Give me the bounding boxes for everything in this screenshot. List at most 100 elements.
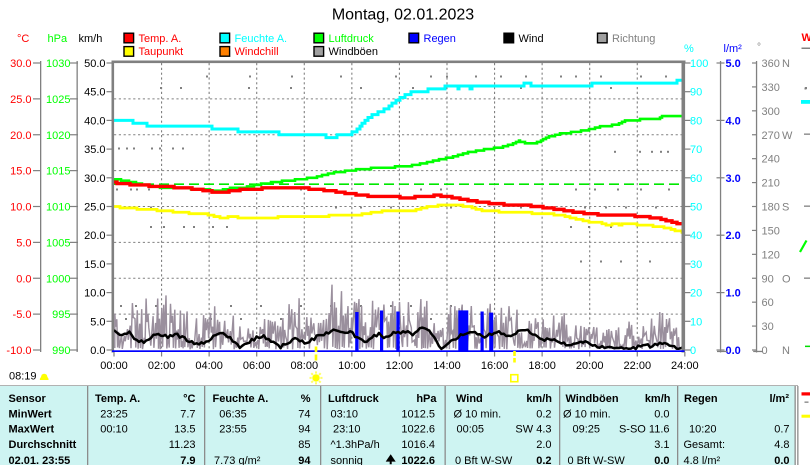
svg-text:30: 30 [690,259,702,271]
svg-text:1022.6: 1022.6 [401,455,435,465]
svg-text:5.0: 5.0 [90,316,105,328]
svg-text:Ø 10 min.: Ø 10 min. [563,408,611,420]
svg-text:1015: 1015 [46,166,70,178]
svg-text:94: 94 [298,424,310,436]
svg-text:7.7: 7.7 [180,408,195,420]
svg-text:00:05: 00:05 [457,424,485,436]
svg-text:4.8: 4.8 [774,439,789,451]
svg-text:14:00: 14:00 [433,360,461,372]
svg-text:Ø 10 min.: Ø 10 min. [454,408,502,420]
svg-text:Luftdruck: Luftdruck [328,393,380,405]
svg-text:O: O [782,273,791,285]
svg-text:Wind: Wind [456,393,483,405]
svg-text:hPa: hPa [48,33,68,45]
svg-text:0 Bft W-SW: 0 Bft W-SW [568,455,626,465]
svg-text:80: 80 [690,115,702,127]
svg-text:4.8 l/m²: 4.8 l/m² [684,455,721,465]
svg-text:06:00: 06:00 [243,360,271,372]
svg-text:Temp. A.: Temp. A. [139,33,182,45]
svg-text:0.0: 0.0 [654,408,669,420]
svg-text:25.0: 25.0 [84,202,105,214]
svg-text:Durchschnitt: Durchschnitt [9,439,77,451]
svg-text:5.0: 5.0 [16,237,31,249]
svg-text:1.0: 1.0 [726,288,741,300]
svg-text:1025: 1025 [46,94,70,106]
svg-text:4.0: 4.0 [726,115,741,127]
svg-text:km/h: km/h [526,393,552,405]
svg-text:30.0: 30.0 [84,173,105,185]
svg-text:Sensor: Sensor [9,393,47,405]
svg-text:270: 270 [762,130,780,142]
svg-text:0.2: 0.2 [536,408,551,420]
svg-text:Wind: Wind [519,33,544,45]
svg-text:0.0: 0.0 [774,455,789,465]
svg-text:0.0: 0.0 [654,455,669,465]
svg-text:W: W [802,32,810,44]
svg-text:23:25: 23:25 [100,408,128,420]
svg-text:150: 150 [762,225,780,237]
svg-text:60: 60 [690,173,702,185]
svg-text:7.9: 7.9 [180,455,195,465]
svg-text:Taupunkt: Taupunkt [139,46,184,58]
svg-text:360: 360 [762,58,780,70]
svg-text:Feuchte A.: Feuchte A. [213,393,269,405]
svg-text:Richtung: Richtung [612,33,655,45]
svg-text:23:55: 23:55 [219,424,247,436]
svg-text:90: 90 [762,273,774,285]
svg-text:180: 180 [762,202,780,214]
svg-text:120: 120 [762,249,780,261]
svg-text:10.0: 10.0 [10,202,31,214]
svg-text:20.0: 20.0 [10,130,31,142]
svg-text:10: 10 [690,316,702,328]
svg-text:0: 0 [762,345,768,357]
svg-text:%: % [301,393,311,405]
svg-text:50.0: 50.0 [84,58,105,70]
svg-text:Regen: Regen [684,393,718,405]
svg-text:3.0: 3.0 [726,173,741,185]
svg-text:sonnig: sonnig [331,455,363,465]
svg-text:20:00: 20:00 [576,360,604,372]
svg-text:10.0: 10.0 [84,288,105,300]
svg-text:15.0: 15.0 [10,166,31,178]
svg-text:Windchill: Windchill [235,46,279,58]
svg-text:l/m²: l/m² [724,43,743,55]
svg-text:1022.6: 1022.6 [401,424,435,436]
svg-text:5.0: 5.0 [726,58,741,70]
svg-text:16:00: 16:00 [481,360,509,372]
svg-text:1020: 1020 [46,130,70,142]
svg-text:0: 0 [690,345,696,357]
svg-text:45.0: 45.0 [84,87,105,99]
svg-text:40.0: 40.0 [84,115,105,127]
svg-text:Luftdruck: Luftdruck [329,33,375,45]
svg-text:06:35: 06:35 [219,408,247,420]
svg-text:°C: °C [17,33,29,45]
svg-text:-5.0: -5.0 [13,309,32,321]
svg-text:94: 94 [298,455,311,465]
svg-text:MaxWert: MaxWert [9,424,55,436]
svg-text:330: 330 [762,82,780,94]
svg-text:N: N [782,58,790,70]
svg-text:3.1: 3.1 [654,439,669,451]
svg-text:10:00: 10:00 [338,360,366,372]
svg-text:240: 240 [762,154,780,166]
svg-text:Feuchte A.: Feuchte A. [235,33,288,45]
svg-text:0.0: 0.0 [726,345,741,357]
svg-text:03:10: 03:10 [331,408,359,420]
svg-text:300: 300 [762,106,780,118]
svg-text:02.01. 23:55: 02.01. 23:55 [9,455,71,465]
svg-text:00:10: 00:10 [100,424,128,436]
svg-text:S-SO 11.6: S-SO 11.6 [619,424,670,436]
svg-text:0.7: 0.7 [774,424,789,436]
svg-text:Gesamt:: Gesamt: [684,439,726,451]
svg-text:30.0: 30.0 [10,58,31,70]
svg-text:SW 4.3: SW 4.3 [515,424,551,436]
svg-text:Montag, 02.01.2023: Montag, 02.01.2023 [332,7,474,24]
svg-text:13.5: 13.5 [174,424,195,436]
svg-text:l/m²: l/m² [769,393,789,405]
svg-text:74: 74 [298,408,310,420]
svg-text:Windböen: Windböen [566,393,619,405]
svg-text:1005: 1005 [46,237,70,249]
svg-text:25.0: 25.0 [10,94,31,106]
svg-text:995: 995 [52,309,70,321]
svg-text:09:25: 09:25 [573,424,601,436]
